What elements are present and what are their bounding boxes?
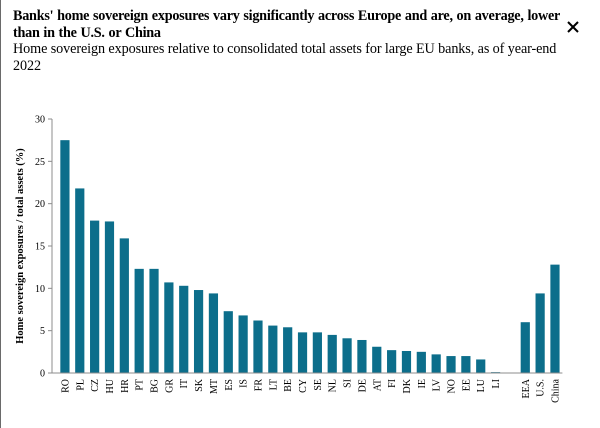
x-tick-label: PL	[75, 379, 86, 391]
bar-bg	[149, 268, 159, 373]
y-axis-label: Home sovereign exposures / total assets …	[15, 148, 26, 344]
y-tick-label: 15	[35, 242, 45, 253]
bar-hr	[119, 238, 129, 373]
bar-lt	[268, 325, 278, 373]
bar-lv	[431, 354, 441, 373]
bar-se	[312, 332, 322, 373]
x-tick-label: LV	[432, 378, 443, 391]
bar-fi	[387, 350, 397, 373]
x-tick-label: RO	[60, 379, 71, 393]
bar-eea	[520, 322, 530, 373]
x-axis: RO PL CZ HU HR PT BG GR IT SK MT ES IS FR LT BE CY SE NL SI…	[52, 372, 563, 403]
x-tick-label: LU	[476, 378, 487, 392]
bar-be	[283, 327, 293, 373]
bar-sk	[193, 290, 204, 373]
x-tick-label: BG	[150, 379, 161, 393]
bar-china	[550, 264, 560, 373]
bar-ro	[60, 140, 70, 373]
y-tick-label: 30	[35, 115, 45, 126]
x-tick-label: IS	[239, 379, 250, 388]
x-tick-label: BE	[283, 379, 294, 392]
bar-cz	[90, 220, 100, 373]
chart-subtitle: Home sovereign exposures relative to con…	[13, 41, 557, 74]
y-tick-label: 0	[40, 369, 45, 380]
x-tick-label: GR	[164, 379, 175, 393]
bar-ie	[416, 351, 426, 373]
y-tick-label: 10	[35, 284, 45, 295]
x-tick-label: CZ	[90, 379, 101, 392]
x-tick-label: CY	[298, 379, 309, 393]
x-tick-label: NL	[328, 379, 339, 392]
bars	[60, 140, 560, 373]
x-tick-label: DK	[402, 378, 413, 393]
bar-is	[238, 315, 248, 373]
x-tick-label: NO	[447, 379, 458, 393]
x-tick-label: LI	[491, 379, 502, 388]
bar-it	[179, 285, 189, 373]
bar-fr	[253, 320, 263, 373]
x-tick-label: AT	[372, 379, 383, 391]
x-tick-label: SE	[313, 379, 324, 391]
x-tick-label: SI	[343, 379, 354, 388]
bar-es	[223, 311, 233, 373]
bar-nl	[327, 334, 337, 373]
bar-lu	[476, 359, 486, 373]
x-tick-label: FR	[253, 379, 264, 392]
y-tick-label: 5	[40, 326, 45, 337]
bar-dk	[401, 350, 412, 373]
bar-gr	[164, 282, 174, 373]
bar-us	[535, 293, 545, 373]
bar-pt	[134, 268, 144, 373]
bar-cy	[297, 332, 308, 373]
y-tick-label: 25	[35, 157, 45, 168]
bar-si	[342, 338, 352, 373]
y-tick-label: 20	[35, 199, 45, 210]
x-tick-label: PT	[135, 379, 146, 391]
chart-title: Banks' home sovereign exposures vary sig…	[13, 8, 560, 41]
x-tick-label: IT	[179, 379, 190, 388]
x-tick-label: SK	[194, 378, 205, 392]
bar-pl	[75, 188, 85, 373]
x-tick-label: LT	[268, 379, 279, 390]
x-tick-label: ES	[224, 379, 235, 391]
bar-hu	[104, 221, 115, 373]
x-tick-label: China	[550, 378, 561, 402]
bar-mt	[208, 293, 219, 373]
bar-at	[372, 346, 382, 373]
x-tick-label: FI	[387, 379, 398, 388]
bar-ee	[461, 356, 471, 373]
x-tick-label: MT	[209, 379, 220, 394]
left-border-line	[0, 0, 1, 428]
close-icon[interactable]	[566, 20, 580, 34]
x-tick-label: IE	[417, 379, 428, 388]
x-tick-label: EEA	[521, 378, 532, 398]
x-tick-label: EE	[461, 379, 472, 391]
x-tick-label: HU	[105, 378, 116, 393]
y-axis: 0 5 10 15 20 25 30	[35, 115, 53, 380]
x-tick-label: DE	[357, 379, 368, 392]
x-tick-label: HR	[120, 379, 131, 393]
bar-de	[357, 339, 367, 373]
x-tick-label: U.S.	[536, 379, 547, 397]
bar-no	[446, 356, 456, 373]
